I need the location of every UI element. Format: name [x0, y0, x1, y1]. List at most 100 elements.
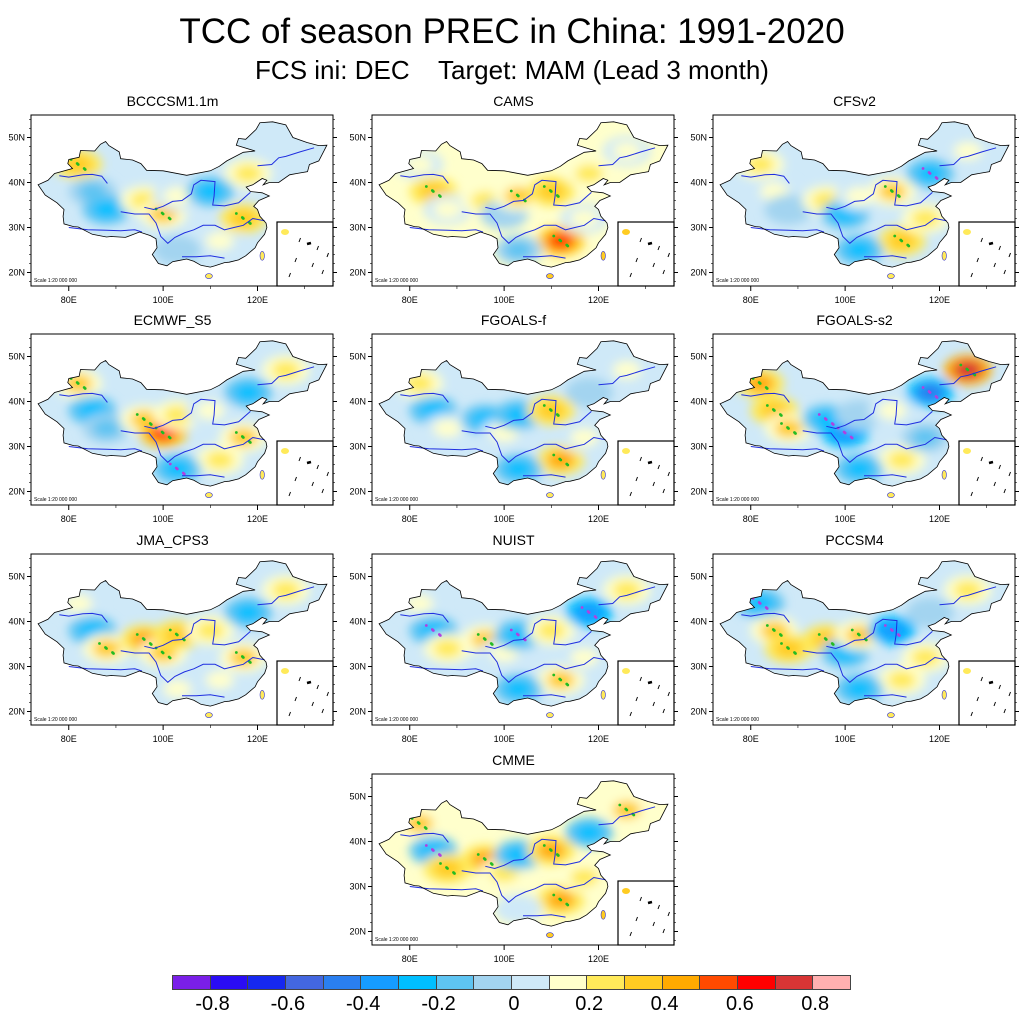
river-line — [864, 474, 907, 478]
map-panel: NUIST Scale 1:20 000 000 20N 30N 40N 50N 80E 10… — [341, 532, 686, 769]
island — [887, 492, 895, 498]
map-svg: Scale 1:20 000 000 20N 30N 40N 50N 80E 100E 120… — [349, 114, 678, 305]
inset-island — [316, 464, 319, 470]
inset-island — [657, 904, 660, 910]
tcc-contour-region — [570, 648, 599, 667]
lon-tick-label: 100E — [153, 514, 174, 524]
inset-island — [298, 456, 301, 462]
significance-marker — [764, 606, 768, 609]
significance-marker — [542, 185, 546, 188]
tcc-contour-region — [575, 823, 604, 842]
inset-island — [976, 257, 979, 263]
significance-marker — [565, 243, 569, 247]
inset-island — [635, 696, 638, 702]
lat-tick-label: 40N — [8, 617, 25, 627]
river-line — [485, 618, 592, 650]
significance-marker — [515, 632, 519, 636]
inset-island — [294, 696, 297, 702]
river-line — [68, 227, 143, 233]
river-line — [598, 806, 656, 826]
colorbar-box — [661, 975, 701, 990]
tcc-contour-region — [911, 428, 940, 447]
tcc-contour-region — [205, 671, 234, 689]
map-svg: Scale 1:20 000 000 20N 30N 40N 50N 80E 100E 120… — [690, 114, 1019, 305]
significance-marker — [111, 651, 114, 654]
significance-marker — [618, 803, 622, 807]
inset-island — [326, 252, 329, 258]
inset-island — [647, 460, 653, 465]
river-line — [741, 173, 790, 184]
river-line — [120, 211, 265, 244]
inset-island — [988, 460, 994, 465]
scale-label: Scale 1:20 000 000 — [375, 937, 418, 943]
significance-marker — [552, 234, 556, 238]
river-line — [461, 650, 606, 683]
significance-marker — [489, 642, 493, 645]
inset-island — [652, 701, 655, 707]
river-line — [802, 211, 947, 244]
significance-marker — [135, 633, 139, 636]
significance-marker — [174, 466, 178, 470]
island — [205, 273, 213, 279]
lon-tick-label: 80E — [402, 734, 418, 744]
lon-tick-label: 100E — [494, 734, 515, 744]
significance-marker — [160, 211, 164, 215]
inset-hainan — [281, 448, 289, 454]
inset-hainan — [281, 668, 289, 674]
colorbar-box — [172, 975, 211, 990]
map-svg: Scale 1:20 000 000 20N 30N 40N 50N 80E 100E 120… — [349, 773, 678, 964]
significance-marker — [889, 189, 893, 192]
inset-island — [288, 711, 291, 717]
lat-tick-label: 50N — [349, 572, 366, 582]
significance-marker — [558, 457, 562, 461]
significance-marker — [842, 430, 846, 434]
lon-tick-label: 100E — [153, 295, 174, 305]
significance-marker — [889, 628, 893, 631]
significance-marker — [786, 426, 789, 429]
inset-island — [294, 257, 297, 263]
inset-island — [635, 476, 638, 482]
significance-marker — [921, 167, 925, 170]
lat-tick-label: 30N — [690, 442, 707, 452]
tcc-contour-region — [575, 164, 604, 183]
scale-label: Scale 1:20 000 000 — [34, 717, 77, 723]
significance-marker — [565, 902, 569, 906]
significance-marker — [104, 646, 107, 649]
significance-marker — [757, 381, 761, 384]
river-line — [59, 392, 108, 403]
river-line — [409, 227, 484, 233]
lon-tick-label: 80E — [402, 514, 418, 524]
island — [259, 251, 265, 261]
river-line — [144, 179, 251, 211]
map-panel: CMME Scale 1:20 000 000 20N 30N 40N 50N 80E 100… — [341, 752, 686, 989]
map-panel: FGOALS-s2 Scale 1:20 000 000 20N 30N 40N 50N 8… — [682, 312, 1024, 549]
map-panel: BCCCSM1.1m Scale 1:20 000 000 20N 30N 40N 50N… — [0, 93, 345, 330]
significance-marker — [141, 637, 145, 640]
river-line — [68, 666, 143, 672]
colorbar-label: -0.8 — [195, 993, 230, 1015]
tcc-contour-region — [196, 182, 225, 201]
lon-tick-label: 80E — [743, 514, 759, 524]
lon-tick-label: 80E — [61, 514, 77, 524]
lat-tick-label: 20N — [690, 487, 707, 497]
colorbar-label: 0.4 — [650, 993, 679, 1015]
tcc-contour-region — [612, 361, 641, 379]
inset-island — [635, 916, 638, 922]
inset-island — [657, 464, 660, 470]
inset-hainan — [963, 229, 971, 235]
river-line — [826, 618, 933, 650]
river-line — [461, 870, 606, 903]
map-svg: Scale 1:20 000 000 20N 30N 40N 50N 80E 100E 120… — [8, 553, 337, 744]
inset-island — [667, 911, 670, 917]
river-line — [750, 446, 825, 452]
scale-label: Scale 1:20 000 000 — [375, 717, 418, 723]
tcc-contour-region — [887, 451, 916, 469]
inset-hainan — [622, 668, 630, 674]
tcc-contour-region — [234, 383, 263, 402]
inset-island — [326, 471, 329, 477]
figure-subtitle: FCS ini: DEC Target: MAM (Lead 3 month) — [255, 55, 769, 85]
lon-tick-label: 120E — [588, 514, 609, 524]
tcc-field — [38, 121, 327, 268]
river-line — [523, 914, 566, 918]
river-line — [120, 430, 265, 463]
